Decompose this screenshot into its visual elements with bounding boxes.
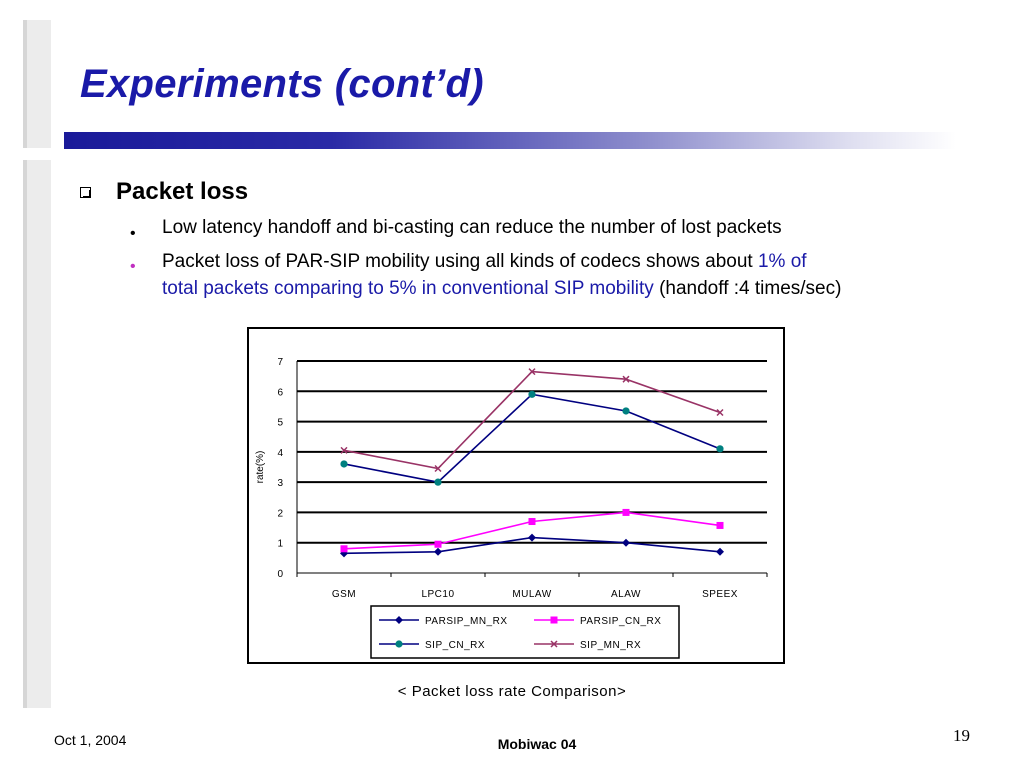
page-number: 19	[953, 726, 970, 745]
y-tick-label: 4	[277, 448, 283, 459]
legend-label: PARSIP_MN_RX	[425, 616, 508, 627]
data-point	[528, 533, 536, 542]
series-line-sip-cn-rx	[343, 393, 721, 484]
legend-swatch-marker	[395, 616, 403, 624]
decorative-bar-bottom	[23, 160, 51, 708]
y-tick-label: 7	[277, 357, 283, 368]
legend-label: PARSIP_CN_RX	[580, 616, 661, 627]
bullet-text-2-plain: Packet loss of PAR-SIP mobility using al…	[162, 251, 758, 272]
y-tick-label: 2	[277, 508, 283, 519]
bullet-dot-icon: •	[130, 225, 136, 242]
data-point	[716, 521, 724, 529]
decorative-bar-bottom-edge	[23, 160, 27, 708]
chart-svg: 0 1 2 3 4 5 6 7 GSM LPC10 MULAW ALAW SPEEX rate(%) PAR…	[255, 357, 768, 659]
checkbox-bullet-icon	[80, 187, 91, 198]
bullet-text-2-line-2: total packets comparing to 5% in convent…	[162, 275, 841, 302]
footer-date: Oct 1, 2004	[54, 732, 127, 748]
footer-conference: Mobiwac 04	[497, 736, 577, 752]
section-heading: Packet loss	[116, 178, 249, 205]
data-point	[434, 464, 442, 473]
legend-swatch-marker	[550, 640, 558, 648]
data-point	[622, 407, 630, 415]
x-tick-label: GSM	[332, 589, 356, 600]
y-tick-label: 6	[277, 387, 283, 398]
chart-legend	[370, 605, 680, 659]
decorative-bar-top-edge	[23, 20, 27, 148]
bullet-text-1: Low latency handoff and bi-casting can r…	[162, 217, 782, 238]
data-point	[340, 446, 348, 454]
data-point	[340, 460, 348, 468]
series-line-sip-mn-rx	[343, 370, 721, 470]
y-tick-label: 3	[277, 478, 283, 489]
data-point	[622, 508, 630, 516]
legend-swatch-marker	[550, 616, 558, 624]
bullet-text-2-plain-cont: (handoff :4 times/sec)	[653, 278, 842, 299]
data-point	[716, 547, 724, 556]
data-point	[622, 538, 630, 547]
legend-swatch-marker	[395, 640, 403, 648]
chart-caption: < Packet loss rate Comparison>	[397, 683, 627, 700]
decorative-bar-top	[23, 20, 51, 148]
x-tick-label: ALAW	[611, 589, 641, 600]
bullet-text-2-line-1: Packet loss of PAR-SIP mobility using al…	[162, 248, 807, 275]
data-point	[716, 445, 724, 453]
x-tick-label: MULAW	[512, 589, 551, 600]
y-tick-label: 5	[277, 418, 283, 429]
x-tick-label: SPEEX	[702, 589, 738, 600]
y-axis-label: rate(%)	[255, 451, 266, 484]
data-point	[622, 375, 630, 383]
data-point	[528, 390, 536, 398]
bullet-text-2-accent-cont: total packets comparing to 5% in convent…	[162, 278, 654, 299]
data-point	[340, 545, 348, 553]
bullet-text-2-accent: 1% of	[757, 251, 807, 272]
slide-title: Experiments (cont’d)	[80, 62, 484, 106]
data-point	[716, 408, 724, 417]
packet-loss-chart: 0 1 2 3 4 5 6 7 GSM LPC10 MULAW ALAW SPEEX rate(%) PAR…	[247, 327, 785, 664]
y-tick-label: 0	[277, 569, 283, 580]
x-tick-label: LPC10	[421, 589, 454, 600]
data-point	[434, 547, 442, 556]
data-point	[528, 368, 536, 376]
data-point	[434, 540, 442, 548]
data-point	[528, 518, 536, 526]
title-underline-gradient	[64, 132, 956, 149]
y-tick-label: 1	[277, 539, 283, 550]
data-point	[434, 478, 442, 486]
legend-label: SIP_CN_RX	[425, 640, 485, 651]
data-point	[340, 549, 348, 558]
bullet-dot-icon: •	[130, 258, 136, 275]
legend-label: SIP_MN_RX	[580, 640, 641, 651]
